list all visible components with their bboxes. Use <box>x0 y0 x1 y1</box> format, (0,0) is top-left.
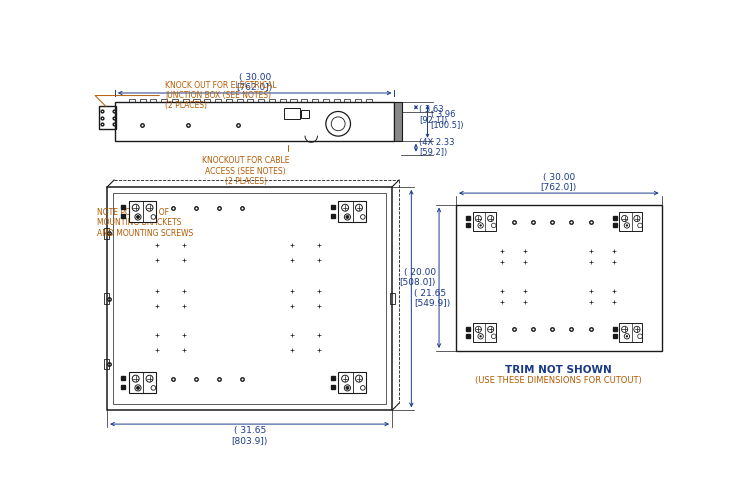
Circle shape <box>346 216 349 219</box>
Text: TRIM NOT SHOWN: TRIM NOT SHOWN <box>506 365 612 375</box>
Bar <box>344 99 350 102</box>
Bar <box>284 108 300 119</box>
Bar <box>473 213 496 231</box>
Bar <box>115 102 394 141</box>
Bar <box>204 99 210 102</box>
Circle shape <box>479 224 482 227</box>
Text: (USE THESE DIMENSIONS FOR CUTOUT): (USE THESE DIMENSIONS FOR CUTOUT) <box>476 376 642 385</box>
Bar <box>338 372 366 393</box>
Text: ( 3.96
[100.5]): ( 3.96 [100.5]) <box>430 110 464 130</box>
Circle shape <box>626 224 628 227</box>
Bar <box>338 201 366 223</box>
Bar <box>473 323 496 342</box>
Circle shape <box>346 386 349 389</box>
Bar <box>302 99 307 102</box>
Text: KNOCKOUT FOR CABLE
ACCESS (SEE NOTES)
(2 PLACES): KNOCKOUT FOR CABLE ACCESS (SEE NOTES) (2… <box>202 145 290 186</box>
Circle shape <box>136 386 140 389</box>
Bar <box>100 106 116 129</box>
Bar <box>366 99 372 102</box>
Text: ( 21.65
[549.9]): ( 21.65 [549.9]) <box>415 289 451 308</box>
Bar <box>129 372 157 393</box>
Bar <box>194 99 200 102</box>
Text: ( 31.65
[803.9]): ( 31.65 [803.9]) <box>232 427 268 446</box>
Bar <box>129 201 157 223</box>
Text: ( 30.00
[762.0]): ( 30.00 [762.0]) <box>236 73 273 92</box>
Bar <box>236 99 243 102</box>
Bar <box>620 213 642 231</box>
Circle shape <box>626 335 628 337</box>
Bar <box>140 99 146 102</box>
Bar <box>161 99 167 102</box>
Bar <box>355 99 362 102</box>
Circle shape <box>136 216 140 219</box>
Bar <box>104 228 110 239</box>
Bar <box>322 99 329 102</box>
Text: KNOCK OUT FOR ELECTRICAL
JUNCTION BOX (SEE NOTES)
(2 PLACES): KNOCK OUT FOR ELECTRICAL JUNCTION BOX (S… <box>95 81 277 110</box>
Text: NOTE POSITION OF
MOUNTING BRACKETS
AND MOUNTING SCREWS: NOTE POSITION OF MOUNTING BRACKETS AND M… <box>98 205 194 238</box>
Bar <box>620 323 642 342</box>
Bar <box>104 359 110 369</box>
Bar <box>334 99 340 102</box>
Bar <box>226 99 232 102</box>
Circle shape <box>479 335 482 337</box>
Text: ( 30.00
[762.0]): ( 30.00 [762.0]) <box>541 173 577 192</box>
Bar <box>215 99 221 102</box>
Bar <box>129 99 135 102</box>
Bar <box>258 99 264 102</box>
Bar <box>302 110 309 118</box>
Bar <box>107 187 392 410</box>
Bar <box>290 99 296 102</box>
Text: ( 20.00
[508.0]): ( 20.00 [508.0]) <box>400 268 436 287</box>
Bar <box>394 102 402 141</box>
Bar <box>312 99 318 102</box>
Bar <box>456 205 662 351</box>
Bar <box>104 293 110 304</box>
Bar <box>268 99 275 102</box>
Text: ( 3.63
[92.1]): ( 3.63 [92.1]) <box>419 105 447 125</box>
Bar <box>183 99 189 102</box>
Bar <box>280 99 286 102</box>
Text: (4X 2.33
[59.2]): (4X 2.33 [59.2]) <box>419 138 454 157</box>
Bar <box>248 99 254 102</box>
Bar <box>172 99 178 102</box>
Bar <box>390 293 395 304</box>
Bar <box>150 99 157 102</box>
Bar <box>113 193 386 404</box>
